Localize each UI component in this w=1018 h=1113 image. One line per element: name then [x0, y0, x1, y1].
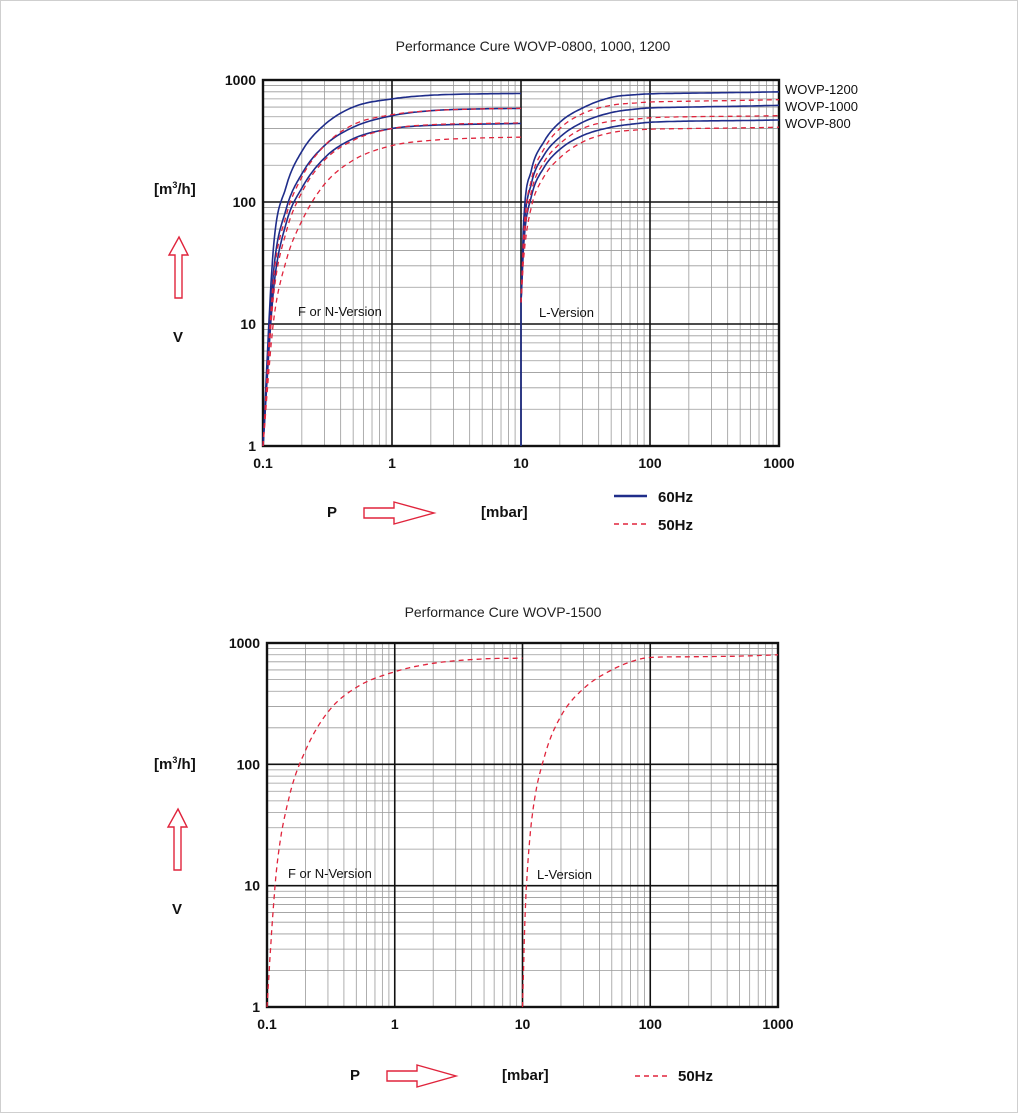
performance-curves — [262, 91, 780, 447]
x-axis-unit: [mbar] — [481, 504, 528, 521]
superscript-3: 3 — [172, 180, 177, 190]
right-arrow-icon — [386, 1064, 459, 1088]
curve-wovp-1200-50hz-l — [520, 99, 779, 303]
y-tick-label: 1000 — [225, 72, 256, 88]
performance-curves — [266, 654, 779, 1008]
curve-wovp-1200-50hz-fn — [262, 107, 521, 447]
x-tick-labels: 0.1 1 10 100 1000 — [253, 455, 795, 471]
y-tick-label: 100 — [233, 194, 257, 210]
region-label-l: L-Version — [539, 305, 594, 320]
legend: 60Hz 50Hz — [614, 489, 693, 534]
y-tick-labels: 1 10 100 1000 — [229, 635, 260, 1015]
curve-wovp-1200-60hz-l — [520, 91, 780, 303]
y-tick-label: 10 — [244, 878, 260, 894]
x-tick-label: 10 — [513, 455, 529, 471]
curve-50hz-l — [521, 654, 779, 1008]
up-arrow-icon — [166, 807, 189, 871]
curve-wovp-1000-50hz-l — [520, 115, 779, 303]
region-label-fn: F or N-Version — [288, 866, 372, 881]
curve-wovp-1000-50hz-fn — [262, 122, 521, 447]
x-tick-label: 1000 — [763, 455, 794, 471]
x-tick-label: 0.1 — [257, 1016, 277, 1032]
x-axis-label: P — [327, 504, 337, 521]
curve-label-1000: WOVP-1000 — [785, 99, 858, 114]
y-tick-label: 1 — [248, 438, 256, 454]
x-tick-label: 1 — [388, 455, 396, 471]
x-tick-label: 1000 — [762, 1016, 793, 1032]
curve-wovp-800-50hz-l — [520, 126, 780, 303]
legend-label-50hz: 50Hz — [658, 517, 693, 534]
x-tick-label: 10 — [515, 1016, 531, 1032]
legend-label-50hz: 50Hz — [678, 1068, 713, 1085]
y-axis-unit: [m3/h] — [154, 755, 196, 773]
up-arrow-icon — [167, 235, 190, 299]
curve-label-800: WOVP-800 — [785, 116, 851, 131]
chart-title: Performance Cure WOVP-0800, 1000, 1200 — [396, 38, 671, 54]
curve-50hz-fn — [266, 657, 523, 1008]
legend-label-60hz: 60Hz — [658, 489, 693, 506]
right-arrow-icon — [363, 501, 437, 525]
y-axis-unit: [m3/h] — [154, 180, 196, 198]
y-axis-label: V — [173, 329, 183, 346]
curve-wovp-800-60hz-fn — [262, 122, 521, 447]
y-axis-label: V — [172, 901, 182, 918]
x-tick-label: 100 — [638, 455, 662, 471]
y-tick-labels: 1 10 100 1000 — [225, 72, 256, 454]
x-tick-labels: 0.1 1 10 100 1000 — [257, 1016, 794, 1032]
y-tick-label: 100 — [237, 756, 261, 772]
chart-wovp-0800-1000-1200: Performance Cure WOVP-0800, 1000, 1200 0… — [154, 38, 858, 534]
curve-wovp-1000-60hz-l — [520, 104, 780, 303]
y-tick-label: 1000 — [229, 635, 260, 651]
x-axis-unit: [mbar] — [502, 1067, 549, 1084]
y-tick-label: 10 — [240, 316, 256, 332]
region-label-fn: F or N-Version — [298, 304, 382, 319]
curve-wovp-1200-60hz-fn — [262, 92, 521, 447]
legend: 50Hz — [635, 1068, 713, 1085]
x-tick-label: 0.1 — [253, 455, 273, 471]
chart-title: Performance Cure WOVP-1500 — [405, 604, 602, 620]
curve-label-1200: WOVP-1200 — [785, 82, 858, 97]
y-tick-label: 1 — [252, 999, 260, 1015]
curve-wovp-800-60hz-l — [520, 119, 779, 303]
superscript-3: 3 — [172, 755, 177, 765]
x-tick-label: 100 — [639, 1016, 663, 1032]
x-tick-label: 1 — [391, 1016, 399, 1032]
region-label-l: L-Version — [537, 867, 592, 882]
curve-wovp-800-50hz-fn — [262, 136, 521, 447]
chart-wovp-1500: Performance Cure WOVP-1500 0.1 1 10 100 1000… — [154, 604, 794, 1088]
x-axis-label: P — [350, 1067, 360, 1084]
